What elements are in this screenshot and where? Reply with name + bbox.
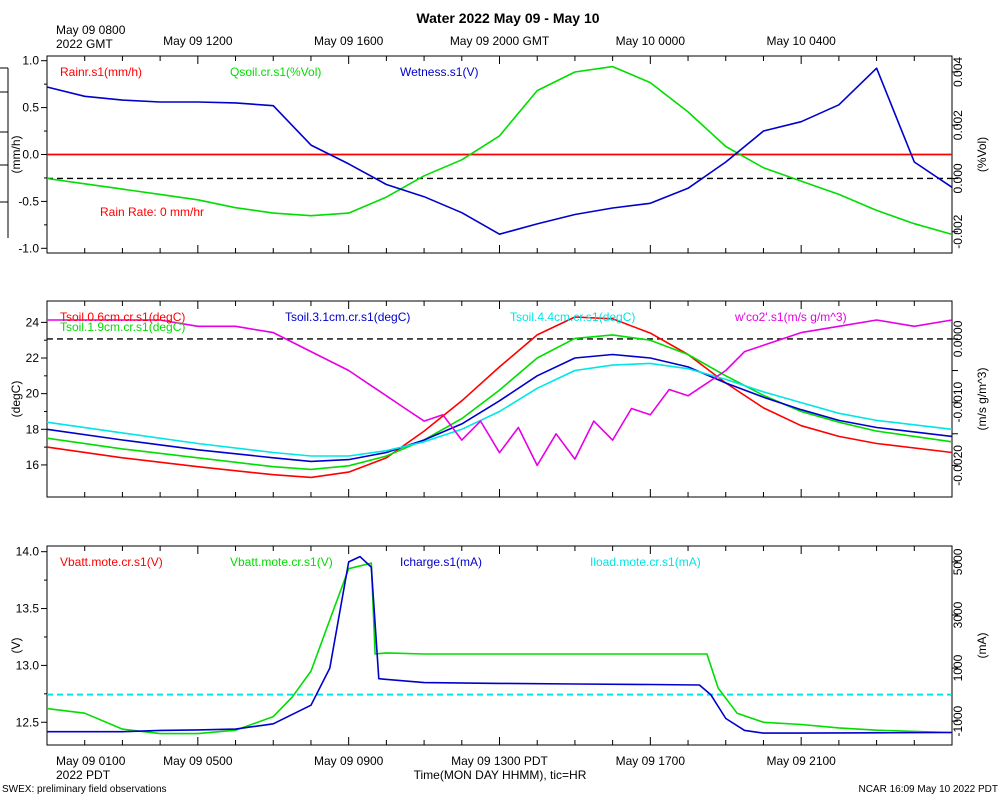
panel-1: -1.0 -0.5 0.0 0.5 1.0 (mm/h) -0.002 0.000 0.002 0… [9,54,989,256]
y-left-tick-label: 14.0 [16,545,40,559]
y-left-tick-label: 16 [26,458,40,472]
series-line [46,67,953,235]
y-left-tick-label: 0.0 [22,148,39,162]
y-right-axis-title: (m/s g/m^3) [975,368,989,431]
y-right-tick-label: -0.002 [951,214,965,248]
y-left-tick-label: 13.5 [16,602,40,616]
y-right-tick-label: 5000 [951,548,965,575]
y-left-axis-title: (mm/h) [9,136,23,174]
y-left-tick-label: -0.5 [18,194,39,208]
y-right-tick-label: -0.0010 [951,381,965,422]
top-axis-tick-label: May 10 0400 [766,34,836,48]
series-line [46,353,953,463]
top-axis-start-label: May 09 0800 [56,23,126,37]
bottom-axis-tick-label: May 09 2100 [766,754,836,768]
bottom-axis-tick-label: May 09 1700 [616,754,686,768]
series-line [46,65,953,236]
panel-3: 12.5 13.0 13.5 14.0 (V) -1000 1000 3000 5000 (mA)… [9,545,989,746]
legend-label: Tsoil.1.9cm.cr.s1(degC) [60,320,185,334]
bottom-axis-start-label: May 09 0100 [56,754,126,768]
y-right-tick-label: 0.000 [951,163,965,193]
panel-2: 16 18 20 22 24 (degC) -0.0020 -0.0010 0.0000 (m/s… [9,300,989,498]
series-line [46,362,953,457]
bottom-axis-tick-label: May 09 0900 [314,754,384,768]
legend-label: Tsoil.4.4cm.cr.s1(degC) [510,310,635,324]
y-left-axis-title: (V) [9,638,23,654]
y-right-tick-label: 3000 [951,601,965,628]
y-left-tick-label: 0.5 [22,101,39,115]
y-left-tick-label: 24 [26,315,40,329]
series-line [46,562,953,735]
legend-label: Iload.mote.cr.s1(mA) [590,555,701,569]
bottom-axis-tick-label: May 09 0500 [163,754,233,768]
legend-label: Tsoil.0.6cm.cr.s1(degC) [60,310,185,324]
bottom-axis-tick-label: May 09 1300 PDT [451,754,548,768]
legend-key-stubs [0,67,9,238]
top-axis-tick-label: May 10 0000 [616,34,686,48]
y-left-tick-label: 20 [26,387,40,401]
y-right-tick-label: 0.002 [951,110,965,140]
y-right-tick-label: 0.0000 [951,320,965,357]
legend-label: w'co2'.s1(m/s g/m^3) [734,310,847,324]
top-axis-tick-label: May 09 2000 GMT [450,34,550,48]
y-right-tick-label: 0.004 [951,57,965,87]
y-left-tick-label: 22 [26,351,40,365]
y-right-axis-title: (mA) [975,633,989,659]
bottom-axis-start-sublabel: 2022 PDT [56,768,111,782]
footer-note: SWEX: preliminary field observations [2,784,167,795]
y-left-tick-label: 1.0 [22,54,39,68]
y-right-tick-label: -1000 [951,705,965,736]
y-left-tick-label: 18 [26,422,40,436]
y-left-tick-label: -1.0 [18,241,39,255]
legend-label: Wetness.s1(V) [400,65,478,79]
legend-label: Icharge.s1(mA) [400,555,482,569]
y-right-axis-title: (%Vol) [975,137,989,172]
legend-label: Vbatt.mote.cr.s1(V) [60,555,163,569]
rain-rate-annotation: Rain Rate: 0 mm/hr [100,205,204,219]
series-line [47,555,953,734]
top-axis-tick-label: May 09 1200 [163,34,233,48]
y-left-tick-label: 13.0 [16,658,40,672]
legend-label: Tsoil.3.1cm.cr.s1(degC) [285,310,410,324]
y-right-tick-label: -0.0020 [951,445,965,486]
y-right-tick-label: 1000 [951,654,965,681]
legend-label: Vbatt.mote.cr.s1(V) [230,555,333,569]
legend-label: Rainr.s1(mm/h) [60,65,142,79]
footer-timestamp: NCAR 16:09 May 10 2022 PDT [858,784,998,795]
x-axis-title: Time(MON DAY HHMM), tic=HR [414,768,587,782]
chart-title: Water 2022 May 09 - May 10 [416,10,599,26]
y-left-tick-label: 12.5 [16,715,40,729]
top-axis-start-sublabel: 2022 GMT [56,37,113,51]
legend-label: Qsoil.cr.s1(%Vol) [230,65,321,79]
y-left-axis-title: (degC) [9,381,23,418]
series-line [46,316,953,479]
series-line [47,319,953,467]
top-axis-tick-label: May 09 1600 [314,34,384,48]
